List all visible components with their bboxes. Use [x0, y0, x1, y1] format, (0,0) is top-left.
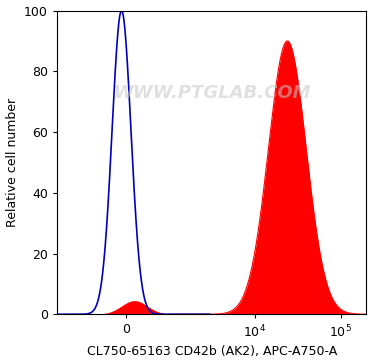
- X-axis label: CL750-65163 CD42b (AK2), APC-A750-A: CL750-65163 CD42b (AK2), APC-A750-A: [87, 345, 337, 359]
- Text: WWW.PTGLAB.COM: WWW.PTGLAB.COM: [113, 84, 311, 102]
- Y-axis label: Relative cell number: Relative cell number: [6, 98, 19, 227]
